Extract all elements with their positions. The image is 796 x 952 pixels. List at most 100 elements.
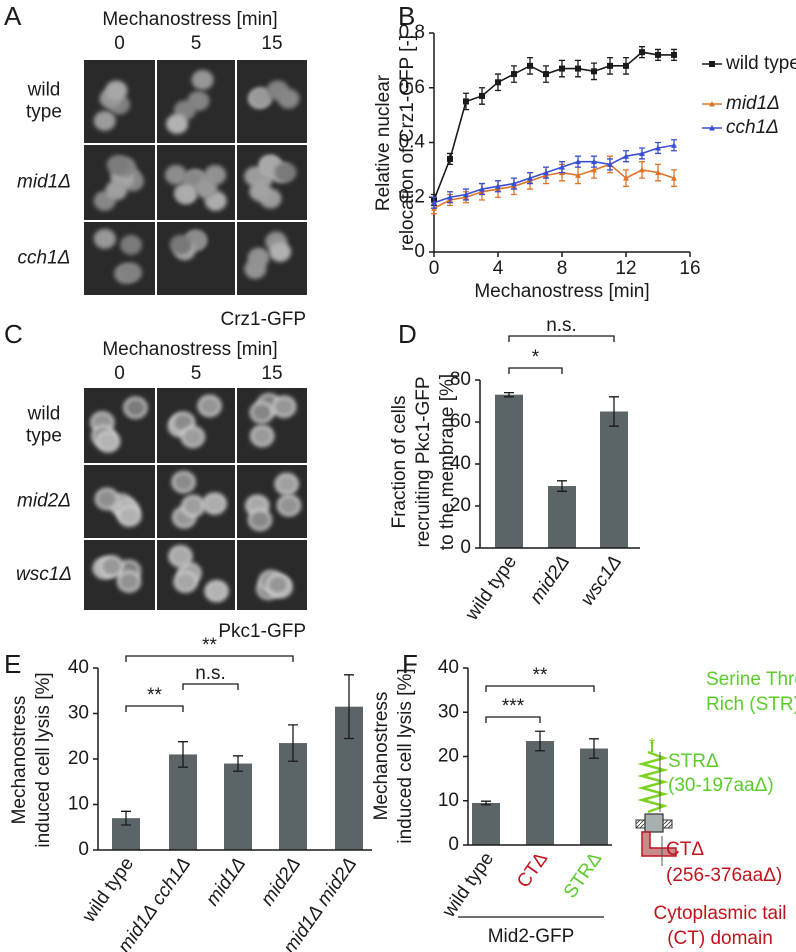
x-tick-label: 4 <box>493 258 504 279</box>
legend-label: cch1Δ <box>726 117 779 138</box>
y-tick-label: 30 <box>68 703 89 724</box>
legend-label: mid1Δ <box>726 93 780 114</box>
marker <box>671 175 677 181</box>
marker <box>671 142 677 148</box>
error-bar <box>288 724 298 762</box>
marker <box>591 158 597 165</box>
marker <box>479 186 485 192</box>
row-label: mid2Δ <box>17 491 71 512</box>
y-axis-label: Mechanostress <box>371 692 392 821</box>
row-label: wild <box>27 404 61 425</box>
legend-marker <box>709 125 715 131</box>
panel-letter: A <box>4 1 22 31</box>
y-tick-label: 40 <box>68 657 89 678</box>
y-tick-label: 40 <box>438 657 459 678</box>
micrograph-caption: Pkc1-GFP <box>218 621 306 642</box>
x-tick-label: 8 <box>557 258 568 279</box>
cell <box>93 228 116 249</box>
error-bar <box>609 396 619 427</box>
significance-label: n.s. <box>195 663 226 684</box>
panel-letter: D <box>398 319 417 349</box>
cell <box>274 162 297 183</box>
y-axis-label: recruiting Pkc1-GFP <box>413 376 434 547</box>
cell <box>274 473 299 496</box>
y-tick-label: 0.2 <box>399 186 425 207</box>
bar <box>224 763 252 850</box>
panel-letter: E <box>4 649 21 679</box>
cell <box>191 69 214 90</box>
micrograph-header: Mechanostress [min] <box>102 339 277 360</box>
cell <box>94 487 119 510</box>
bar <box>472 802 500 845</box>
error-bar <box>121 810 131 826</box>
diagram-label: (30-197aaΔ) <box>668 775 774 796</box>
significance-label: n.s. <box>546 315 577 336</box>
marker <box>431 199 437 206</box>
bar <box>600 411 628 548</box>
cell <box>197 394 222 417</box>
cell <box>99 555 124 578</box>
group-label: Mid2-GFP <box>488 926 575 947</box>
cell <box>165 164 188 185</box>
error-bar <box>233 755 243 772</box>
diagram-label: (CT) domain <box>667 928 773 949</box>
cell <box>120 262 143 283</box>
legend-marker <box>709 61 715 67</box>
y-axis-label: induced cell lysis [%] <box>33 672 54 847</box>
bar <box>548 486 576 548</box>
row-label: type <box>26 426 62 447</box>
significance-bracket <box>508 335 615 342</box>
cell <box>250 424 275 447</box>
significance-label: *** <box>502 696 525 717</box>
line <box>433 144 675 204</box>
y-tick-label: 40 <box>450 453 471 474</box>
marker <box>639 166 645 173</box>
cell <box>173 570 198 593</box>
x-tick-label: wild type <box>78 854 138 927</box>
cell <box>169 234 192 255</box>
x-tick-label: mid1Δ <box>202 854 250 910</box>
marker <box>655 169 661 176</box>
x-tick-label: 0 <box>429 258 440 279</box>
marker <box>463 98 469 105</box>
diagram-label: Cytoplasmic tail <box>653 903 786 924</box>
x-tick-label: wild type <box>438 849 498 922</box>
panel-letter: F <box>402 649 418 679</box>
time-label: 15 <box>261 33 282 54</box>
marker <box>639 150 645 156</box>
marker <box>623 175 629 181</box>
bar <box>580 748 608 845</box>
marker <box>479 92 485 99</box>
x-tick-label: wild type <box>461 552 521 625</box>
cell <box>106 154 129 175</box>
cell <box>175 183 198 204</box>
marker <box>575 172 581 178</box>
x-tick-label: mid2Δ <box>257 854 305 910</box>
marker <box>591 68 597 75</box>
marker <box>671 51 677 58</box>
y-tick-label: 0 <box>448 834 459 855</box>
cell <box>202 492 227 515</box>
x-tick-label: 12 <box>615 258 636 279</box>
cell <box>105 180 128 201</box>
marker <box>591 166 597 173</box>
legend-marker <box>709 101 715 107</box>
diagram-label: Rich (STR) domain <box>706 694 796 715</box>
marker <box>559 65 565 72</box>
y-tick-label: 0 <box>460 537 471 558</box>
cell <box>250 87 273 108</box>
x-tick-label: mid2Δ <box>526 552 574 608</box>
cell <box>117 570 142 593</box>
time-label: 0 <box>114 33 125 54</box>
error-bar <box>589 738 599 759</box>
x-tick-label: CTΔ <box>513 848 552 891</box>
marker <box>495 79 501 86</box>
significance-bracket <box>125 705 184 712</box>
micrograph-caption: Crz1-GFP <box>221 309 307 330</box>
cell <box>117 504 142 527</box>
bar <box>495 394 523 548</box>
significance-bracket <box>485 685 595 692</box>
cell <box>269 241 292 262</box>
marker <box>639 49 645 56</box>
